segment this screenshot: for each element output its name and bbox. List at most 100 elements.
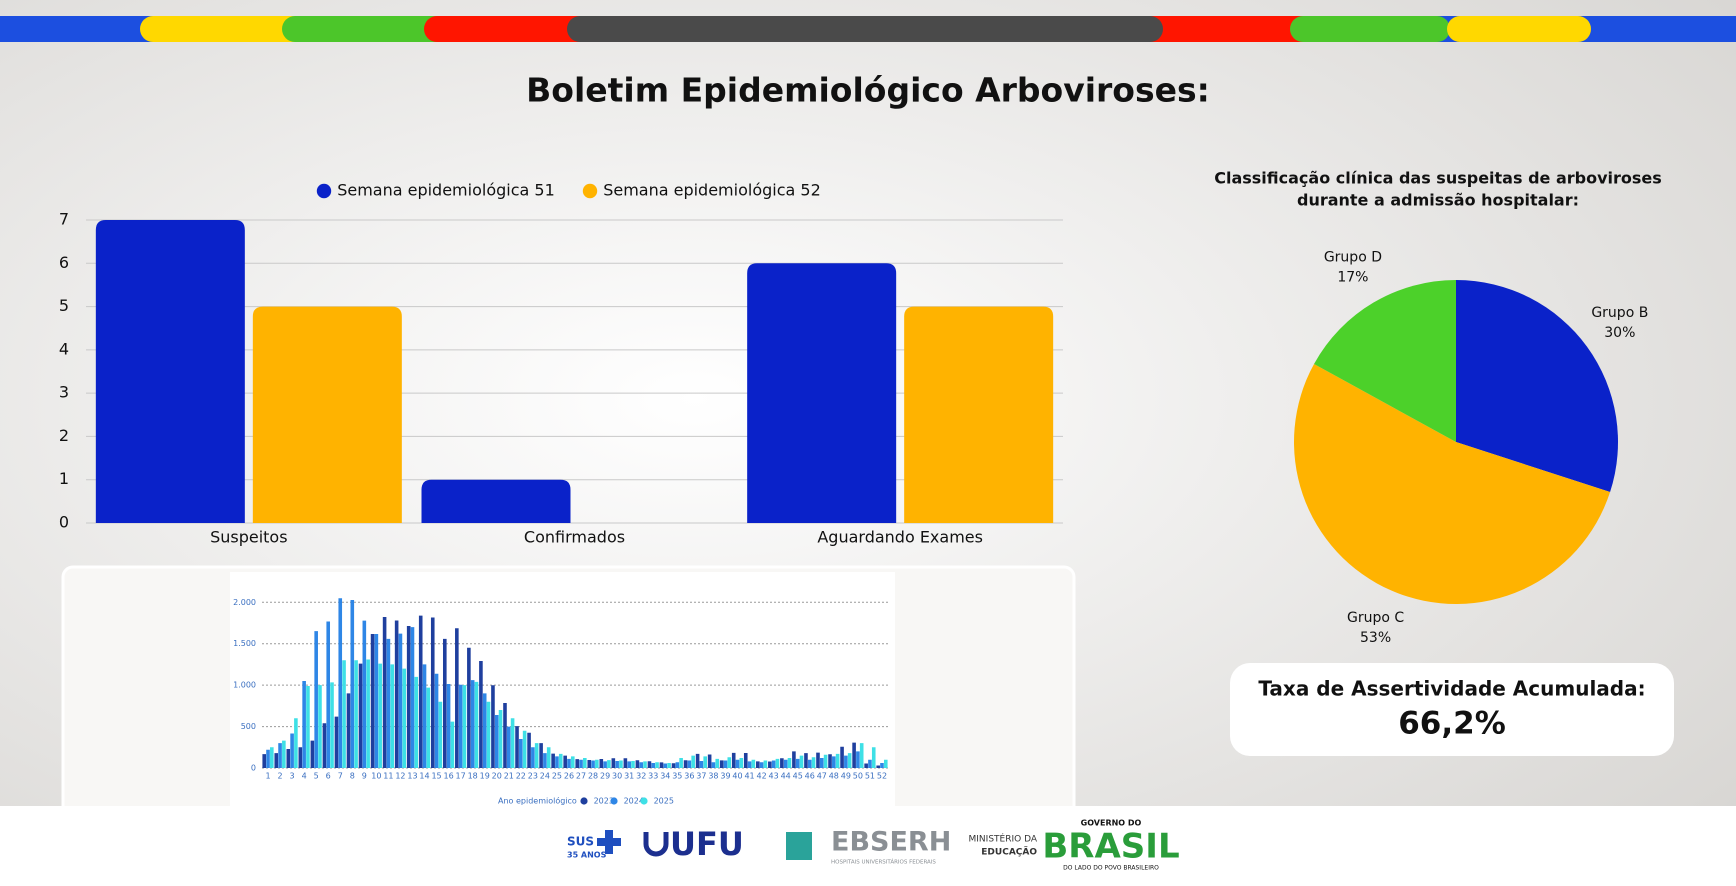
legend-marker bbox=[582, 183, 598, 199]
y-tick-label: 0 bbox=[59, 513, 69, 532]
bar bbox=[615, 760, 619, 768]
bar bbox=[623, 758, 628, 768]
bar bbox=[302, 681, 306, 768]
bar bbox=[739, 758, 744, 768]
pie-title: durante a admissão hospitalar: bbox=[1297, 191, 1579, 210]
bar bbox=[852, 742, 856, 768]
y-tick-label: 500 bbox=[241, 722, 256, 731]
pie-slice bbox=[1456, 280, 1618, 493]
bar bbox=[771, 760, 776, 768]
pie-slice bbox=[1314, 280, 1456, 442]
bar bbox=[354, 660, 358, 768]
bar bbox=[543, 753, 547, 768]
x-tick-label: 13 bbox=[407, 772, 417, 781]
bar bbox=[832, 756, 836, 768]
x-tick-label: 51 bbox=[865, 772, 875, 781]
x-tick-label: 18 bbox=[468, 772, 478, 781]
legend-label: 2025 bbox=[654, 797, 674, 806]
x-tick-label: 9 bbox=[362, 772, 367, 781]
y-tick-label: 2 bbox=[59, 426, 69, 445]
x-tick-label: 4 bbox=[302, 772, 307, 781]
bar bbox=[787, 758, 792, 768]
bar bbox=[298, 747, 303, 768]
x-tick-label: 20 bbox=[492, 772, 502, 781]
bar bbox=[346, 693, 351, 768]
bar bbox=[438, 701, 443, 768]
pie-label: Grupo C bbox=[1347, 610, 1404, 626]
bar bbox=[402, 668, 407, 768]
bar bbox=[479, 660, 483, 768]
bar bbox=[868, 759, 872, 768]
bar bbox=[780, 758, 784, 768]
bar bbox=[314, 631, 318, 768]
x-tick-label: 16 bbox=[444, 772, 454, 781]
x-tick-label: 12 bbox=[395, 772, 405, 781]
bar bbox=[711, 762, 716, 768]
bar bbox=[515, 726, 519, 768]
legend-label: Semana epidemiológica 52 bbox=[603, 181, 821, 200]
bar bbox=[816, 752, 820, 768]
bar bbox=[844, 755, 848, 768]
bar bbox=[651, 763, 656, 768]
bar bbox=[498, 710, 503, 768]
bar bbox=[675, 762, 680, 768]
bar bbox=[546, 747, 551, 768]
x-tick-label: 41 bbox=[744, 772, 754, 781]
bar bbox=[442, 638, 447, 768]
y-tick-label: 6 bbox=[59, 253, 69, 272]
bar bbox=[358, 663, 363, 768]
x-tick-label: 38 bbox=[708, 772, 718, 781]
x-tick-label: 43 bbox=[769, 772, 779, 781]
y-tick-label: 1 bbox=[59, 469, 69, 488]
bar bbox=[747, 761, 752, 768]
y-tick-label: 3 bbox=[59, 383, 69, 402]
bar bbox=[759, 762, 764, 768]
bar bbox=[792, 751, 796, 768]
bar bbox=[470, 680, 475, 768]
bar bbox=[342, 660, 346, 768]
x-tick-label: 34 bbox=[660, 772, 670, 781]
legend-marker bbox=[640, 797, 648, 805]
bar bbox=[619, 760, 623, 768]
bar bbox=[595, 759, 599, 768]
y-tick-label: 1.000 bbox=[233, 681, 256, 690]
bar bbox=[856, 751, 860, 768]
bar bbox=[410, 627, 415, 768]
bar bbox=[430, 617, 435, 768]
bar bbox=[506, 726, 511, 768]
bar bbox=[522, 730, 527, 768]
logo-sus-sub: 35 ANOS bbox=[567, 851, 607, 860]
bar bbox=[570, 756, 575, 768]
bar bbox=[743, 753, 748, 768]
logo-mec: MINISTÉRIO DA bbox=[969, 833, 1038, 845]
bar bbox=[699, 760, 704, 768]
bar bbox=[823, 754, 828, 768]
bar bbox=[639, 762, 644, 768]
x-tick-label: 15 bbox=[431, 772, 441, 781]
bar bbox=[458, 684, 463, 768]
bar bbox=[611, 758, 616, 768]
legend-label: Semana epidemiológica 51 bbox=[337, 181, 555, 200]
x-tick-label: Suspeitos bbox=[210, 528, 287, 547]
x-tick-label: 10 bbox=[371, 772, 381, 781]
kpi-value: 66,2% bbox=[1398, 706, 1506, 742]
bar bbox=[434, 673, 439, 768]
bar bbox=[446, 683, 451, 768]
bar bbox=[683, 760, 688, 768]
bar bbox=[531, 747, 535, 768]
bar bbox=[804, 753, 808, 768]
bar bbox=[703, 756, 708, 768]
bar bbox=[510, 718, 515, 768]
bar bbox=[583, 758, 587, 768]
bar bbox=[467, 647, 471, 768]
x-tick-label: 19 bbox=[480, 772, 490, 781]
x-tick-label: 33 bbox=[648, 772, 658, 781]
bar bbox=[587, 760, 592, 768]
bar bbox=[306, 685, 310, 768]
bar bbox=[286, 748, 291, 768]
x-tick-label: 1 bbox=[265, 772, 270, 781]
bar bbox=[491, 685, 495, 768]
bar bbox=[406, 625, 411, 768]
x-tick-label: 24 bbox=[540, 772, 550, 781]
x-tick-label: 3 bbox=[290, 772, 295, 781]
